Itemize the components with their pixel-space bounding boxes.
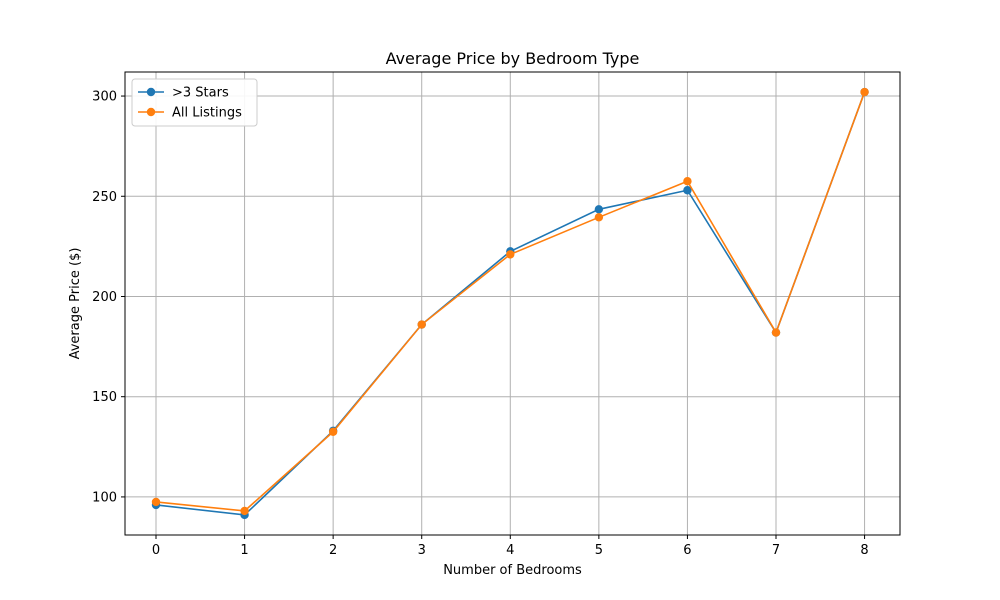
x-tick-label: 3 — [418, 543, 426, 558]
x-tick-label: 4 — [506, 543, 514, 558]
data-point — [594, 205, 604, 214]
series-group — [151, 87, 869, 520]
plot-frame — [124, 71, 901, 536]
legend: >3 Stars All Listings — [131, 78, 258, 127]
legend-label: All Listings — [172, 106, 242, 121]
data-point — [328, 427, 338, 436]
data-point — [240, 506, 249, 516]
y-tick-label: 300 — [92, 90, 117, 105]
data-point — [151, 497, 161, 507]
legend-box — [131, 78, 258, 127]
data-point — [683, 186, 692, 195]
y-axis-ticks: 100 150 200 250 300 — [92, 90, 125, 505]
x-axis-ticks: 0 1 2 3 4 5 6 7 8 — [152, 535, 869, 558]
data-point — [860, 87, 869, 97]
legend-label: >3 Stars — [172, 86, 229, 101]
x-tick-label: 6 — [683, 543, 691, 558]
y-axis-label: Average Price ($) — [68, 248, 83, 360]
x-tick-label: 5 — [595, 543, 603, 558]
y-tick-label: 200 — [92, 290, 117, 305]
data-point — [594, 213, 604, 222]
y-tick-label: 150 — [92, 390, 117, 405]
x-tick-label: 1 — [240, 543, 248, 558]
data-point — [417, 320, 426, 329]
x-tick-label: 8 — [860, 543, 868, 558]
x-tick-label: 7 — [772, 543, 780, 558]
data-point — [506, 250, 515, 259]
x-tick-label: 2 — [329, 543, 337, 558]
x-axis-label: Number of Bedrooms — [443, 563, 582, 578]
data-point — [683, 177, 692, 186]
y-tick-label: 100 — [92, 490, 117, 505]
y-tick-label: 250 — [92, 190, 117, 205]
data-point — [771, 328, 781, 337]
grid — [125, 72, 900, 535]
x-tick-label: 0 — [152, 543, 160, 558]
chart-title: Average Price by Bedroom Type — [386, 49, 640, 68]
legend-swatch-marker — [146, 107, 156, 117]
legend-swatch-marker — [146, 87, 156, 97]
